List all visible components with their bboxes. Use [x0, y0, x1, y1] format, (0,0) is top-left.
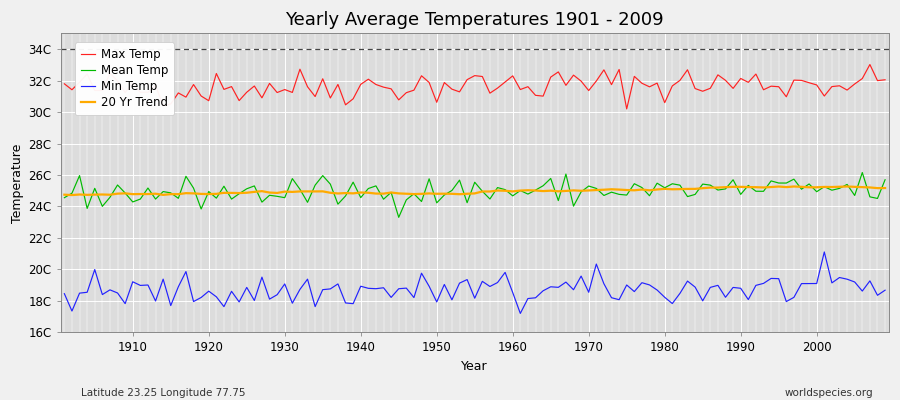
Mean Temp [857, 170, 868, 175]
Line: Min Temp: Min Temp [65, 252, 885, 314]
20 Yr Trend [508, 189, 518, 194]
20 Yr Trend [606, 187, 616, 192]
20 Yr Trend [67, 193, 77, 198]
Min Temp [819, 250, 830, 254]
Max Temp [332, 82, 343, 87]
Mean Temp [508, 194, 518, 198]
Min Temp [59, 291, 70, 296]
20 Yr Trend [340, 191, 351, 196]
Mean Temp [287, 176, 298, 181]
Max Temp [120, 90, 130, 95]
Title: Yearly Average Temperatures 1901 - 2009: Yearly Average Temperatures 1901 - 2009 [285, 11, 664, 29]
Max Temp [598, 68, 609, 72]
Max Temp [865, 62, 876, 67]
Mean Temp [59, 195, 70, 200]
Min Temp [515, 311, 526, 316]
X-axis label: Year: Year [462, 360, 488, 373]
Mean Temp [332, 202, 343, 206]
Max Temp [500, 80, 510, 84]
Text: Latitude 23.25 Longitude 77.75: Latitude 23.25 Longitude 77.75 [81, 388, 246, 398]
Min Temp [508, 290, 518, 295]
20 Yr Trend [515, 188, 526, 193]
Min Temp [332, 282, 343, 286]
Min Temp [879, 288, 890, 292]
Min Temp [287, 301, 298, 306]
20 Yr Trend [127, 192, 138, 196]
Text: worldspecies.org: worldspecies.org [785, 388, 873, 398]
Line: 20 Yr Trend: 20 Yr Trend [65, 186, 885, 195]
Mean Temp [879, 177, 890, 182]
20 Yr Trend [59, 192, 70, 197]
Mean Temp [515, 188, 526, 193]
Max Temp [879, 77, 890, 82]
Mean Temp [393, 215, 404, 220]
Mean Temp [120, 191, 130, 196]
Line: Max Temp: Max Temp [65, 64, 885, 109]
Mean Temp [606, 190, 616, 194]
Line: Mean Temp: Mean Temp [65, 172, 885, 217]
20 Yr Trend [842, 184, 852, 189]
Max Temp [508, 74, 518, 78]
Min Temp [500, 270, 510, 275]
Max Temp [287, 90, 298, 95]
20 Yr Trend [879, 186, 890, 190]
Max Temp [59, 82, 70, 86]
Min Temp [606, 295, 616, 300]
Max Temp [621, 106, 632, 111]
Y-axis label: Temperature: Temperature [11, 143, 24, 222]
Legend: Max Temp, Mean Temp, Min Temp, 20 Yr Trend: Max Temp, Mean Temp, Min Temp, 20 Yr Tre… [75, 42, 174, 115]
Min Temp [120, 301, 130, 306]
20 Yr Trend [294, 189, 305, 194]
